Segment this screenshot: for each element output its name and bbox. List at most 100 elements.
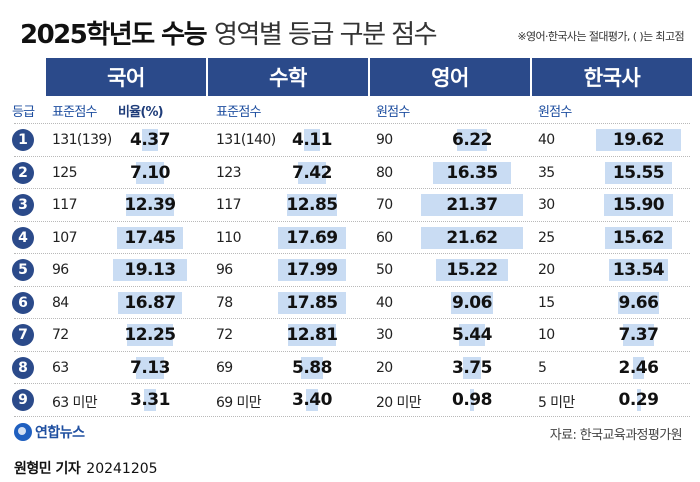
percent-bar bbox=[305, 389, 319, 411]
percent-bar bbox=[609, 259, 668, 281]
percent-label: 7.37 bbox=[618, 325, 659, 345]
yonhap-logo-icon bbox=[14, 423, 32, 441]
score-column-label: 표준점수 bbox=[52, 105, 97, 120]
percent-bar bbox=[421, 194, 523, 216]
percent-label: 12.39 bbox=[124, 195, 176, 215]
percent-label: 21.37 bbox=[446, 195, 498, 215]
score-cell: 20 bbox=[376, 359, 393, 376]
percent-label: 12.81 bbox=[286, 325, 338, 345]
percent-bar bbox=[450, 291, 494, 314]
score-cell: 72 bbox=[216, 327, 233, 343]
score-cell: 131(139) bbox=[52, 132, 112, 148]
score-cell: 117 bbox=[216, 197, 242, 213]
score-cell: 40 bbox=[538, 132, 555, 148]
percent-label: 5.88 bbox=[292, 357, 332, 378]
source-text: 자료: 한국교육과정평가원 bbox=[549, 428, 683, 443]
score-cell: 5 미만 bbox=[538, 395, 575, 411]
score-cell: 10 bbox=[538, 327, 555, 343]
score-cell: 107 bbox=[52, 229, 78, 246]
percent-bar bbox=[136, 356, 164, 379]
percent-label: 3.40 bbox=[292, 390, 332, 410]
percent-label: 6.22 bbox=[452, 130, 492, 150]
percent-label: 15.90 bbox=[612, 195, 665, 215]
yonhap-logo: 연합뉴스 bbox=[14, 422, 85, 442]
score-cell: 80 bbox=[376, 164, 393, 181]
score-cell: 63 미만 bbox=[52, 395, 98, 411]
percent-bar bbox=[116, 226, 184, 249]
percent-bar bbox=[636, 389, 641, 411]
score-cell: 15 bbox=[538, 294, 555, 311]
score-cell: 30 bbox=[376, 327, 393, 343]
score-cell: 5 bbox=[538, 359, 547, 376]
score-cell: 69 미만 bbox=[216, 395, 262, 411]
score-cell: 20 미만 bbox=[376, 395, 422, 411]
grade-badge: 2 bbox=[12, 161, 34, 184]
score-column-label: 표준점수 bbox=[216, 105, 261, 120]
percent-bar bbox=[604, 194, 673, 216]
grade-header: 등급 bbox=[12, 105, 35, 120]
percent-bar bbox=[278, 226, 346, 249]
percent-bar bbox=[459, 324, 485, 346]
grade-badge: 9 bbox=[12, 389, 34, 411]
percent-bar bbox=[604, 226, 673, 249]
percent-bar bbox=[117, 291, 183, 314]
row-divider bbox=[14, 155, 690, 157]
percent-bar bbox=[433, 161, 511, 184]
row-divider bbox=[14, 123, 690, 124]
percent-label: 12.85 bbox=[286, 195, 338, 215]
title-bold: 2025학년도 수능 bbox=[20, 20, 208, 50]
score-cell: 84 bbox=[52, 294, 69, 311]
grade-badge: 6 bbox=[12, 291, 34, 314]
percent-bar bbox=[277, 291, 347, 314]
percent-bar bbox=[436, 259, 508, 281]
percent-bar bbox=[136, 161, 164, 184]
percent-label: 17.69 bbox=[286, 227, 338, 248]
percent-bar bbox=[617, 291, 660, 314]
percent-label: 12.25 bbox=[124, 325, 176, 345]
score-cell: 96 bbox=[216, 262, 233, 278]
percent-bar bbox=[304, 129, 320, 151]
credit: 원형민 기자 20241205 bbox=[14, 458, 158, 478]
grade-badge: 8 bbox=[12, 356, 34, 379]
percent-label: 5.44 bbox=[452, 325, 492, 345]
percent-bar bbox=[463, 356, 481, 379]
row-divider bbox=[14, 285, 690, 287]
percent-label: 4.11 bbox=[292, 130, 332, 150]
credit-date: 20241205 bbox=[86, 461, 158, 477]
percent-label: 15.55 bbox=[612, 162, 665, 183]
percent-bar bbox=[113, 259, 187, 281]
percent-label: 13.54 bbox=[612, 260, 665, 280]
percent-bar bbox=[126, 194, 174, 216]
score-cell: 131(140) bbox=[216, 132, 276, 148]
percent-label: 2.46 bbox=[618, 357, 659, 378]
percent-label: 4.37 bbox=[130, 130, 170, 150]
percent-bar bbox=[469, 389, 475, 411]
percent-bar bbox=[604, 161, 673, 184]
score-cell: 20 bbox=[538, 262, 555, 278]
subject-header: 국어 bbox=[46, 58, 206, 96]
grade-badge: 3 bbox=[12, 194, 34, 216]
percent-label: 19.62 bbox=[612, 130, 665, 150]
percent-column-label: 비율(%) bbox=[118, 105, 164, 120]
percent-label: 3.75 bbox=[452, 357, 492, 378]
subject-header: 영어 bbox=[370, 58, 530, 96]
row-divider bbox=[14, 350, 690, 352]
percent-label: 3.31 bbox=[130, 390, 170, 410]
grade-badge: 7 bbox=[12, 324, 34, 346]
score-cell: 63 bbox=[52, 359, 69, 376]
score-cell: 30 bbox=[538, 197, 555, 213]
percent-label: 9.06 bbox=[452, 292, 492, 313]
grade-badge: 4 bbox=[12, 226, 34, 249]
score-cell: 117 bbox=[52, 197, 78, 213]
row-divider bbox=[14, 220, 690, 222]
score-cell: 72 bbox=[52, 327, 69, 343]
score-cell: 110 bbox=[216, 229, 242, 246]
percent-label: 7.10 bbox=[130, 162, 170, 183]
percent-label: 17.45 bbox=[124, 227, 176, 248]
percent-label: 9.66 bbox=[618, 292, 659, 313]
note-text: ※영어·한국사는 절대평가, ( )는 최고점 bbox=[517, 30, 684, 43]
percent-bar bbox=[420, 226, 524, 249]
percent-label: 15.62 bbox=[612, 227, 665, 248]
score-cell: 35 bbox=[538, 164, 555, 181]
percent-label: 7.13 bbox=[130, 357, 170, 378]
